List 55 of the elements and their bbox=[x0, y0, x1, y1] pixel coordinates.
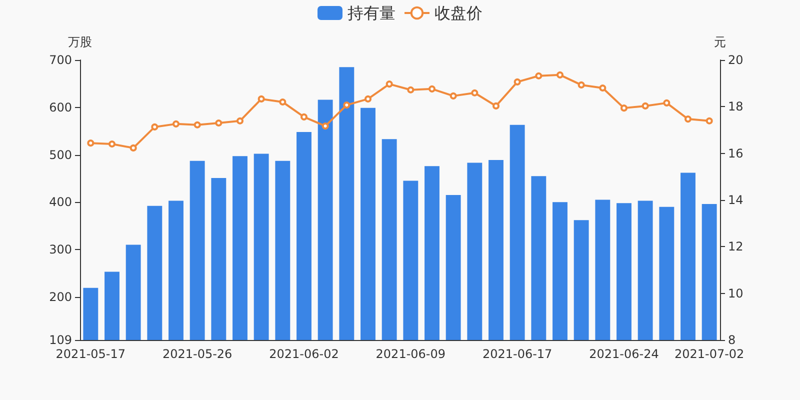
y2-tick-label: 8 bbox=[728, 333, 736, 347]
y2-tick-label: 10 bbox=[728, 286, 744, 300]
point bbox=[599, 84, 606, 92]
point bbox=[514, 78, 521, 86]
point bbox=[87, 140, 94, 147]
point bbox=[130, 144, 137, 152]
y-tick-label: 300 bbox=[49, 242, 72, 257]
point bbox=[364, 95, 372, 102]
point bbox=[215, 120, 222, 126]
point bbox=[471, 89, 478, 96]
y-tick-label: 400 bbox=[49, 195, 72, 210]
point bbox=[620, 104, 628, 112]
y-axis-title: 万股 bbox=[68, 35, 92, 49]
legend-label: 收盘价 bbox=[434, 4, 482, 22]
point bbox=[322, 122, 329, 130]
x-tick-label: 2021-07-02 bbox=[674, 347, 744, 361]
point bbox=[300, 113, 308, 120]
y-tick-label: 500 bbox=[49, 148, 72, 162]
y2-tick-label: 12 bbox=[728, 240, 744, 254]
y-tick-label: 700 bbox=[49, 53, 72, 67]
point bbox=[535, 72, 542, 80]
point bbox=[663, 99, 670, 106]
point bbox=[492, 102, 500, 110]
y2-tick-label: 14 bbox=[728, 193, 744, 207]
point bbox=[258, 95, 265, 102]
y-tick-label: 109 bbox=[49, 333, 72, 347]
point bbox=[236, 117, 244, 124]
point bbox=[450, 92, 457, 100]
point bbox=[172, 120, 180, 128]
y2-tick-label: 20 bbox=[728, 53, 744, 67]
point bbox=[578, 81, 585, 88]
point bbox=[279, 98, 286, 106]
y2-tick-label: 18 bbox=[728, 100, 744, 114]
point bbox=[706, 117, 713, 124]
point bbox=[428, 85, 436, 92]
point bbox=[556, 71, 564, 78]
x-tick-label: 2021-05-26 bbox=[162, 347, 232, 361]
point bbox=[642, 102, 649, 110]
y2-axis-title: 元 bbox=[714, 35, 726, 49]
x-tick-label: 2021-06-09 bbox=[376, 347, 446, 361]
y2-tick-label: 16 bbox=[728, 146, 744, 160]
point bbox=[343, 102, 350, 109]
point bbox=[684, 116, 692, 123]
point bbox=[194, 121, 201, 128]
point bbox=[407, 86, 414, 94]
legend-label: 持有量 bbox=[348, 4, 396, 22]
point bbox=[108, 140, 116, 148]
point bbox=[386, 80, 393, 88]
x-tick-label: 2021-05-17 bbox=[56, 347, 126, 361]
point bbox=[151, 123, 158, 130]
x-tick-label: 2021-06-24 bbox=[589, 347, 659, 361]
y-tick-label: 200 bbox=[49, 290, 72, 304]
x-tick-label: 2021-06-02 bbox=[269, 347, 339, 361]
x-tick-label: 2021-06-17 bbox=[482, 347, 552, 361]
y-tick-label: 600 bbox=[49, 100, 72, 114]
